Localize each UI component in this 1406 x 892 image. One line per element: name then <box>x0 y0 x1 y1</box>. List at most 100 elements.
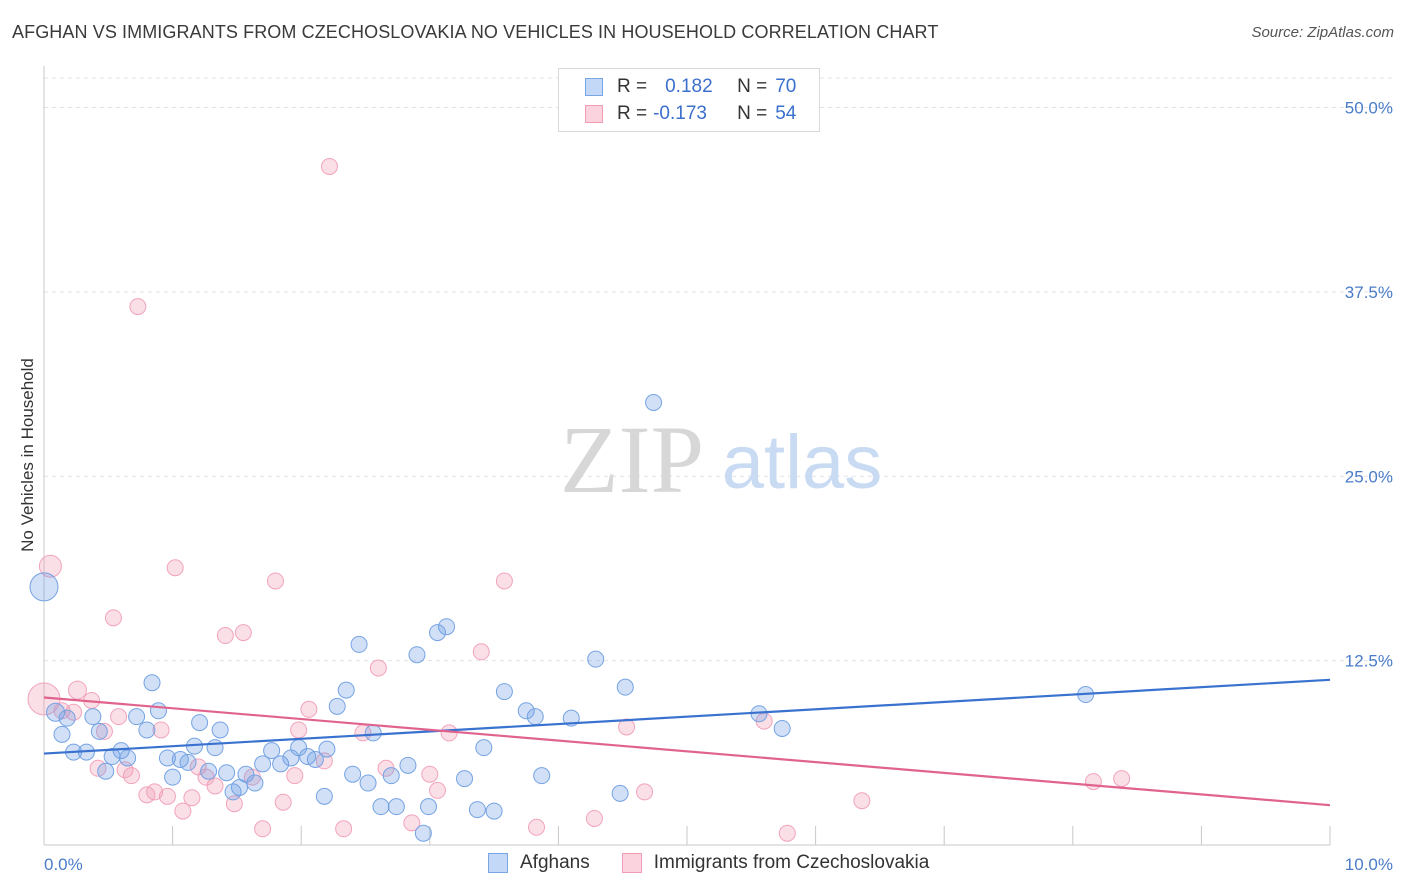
afghan-point <box>218 764 236 782</box>
legend-row-czech: R = -0.173 N = 54 <box>585 102 796 126</box>
czech-point <box>183 789 201 807</box>
czech-point <box>158 787 176 805</box>
afghan-point <box>645 394 663 411</box>
afghan-point <box>337 681 355 699</box>
czech-point <box>636 783 654 801</box>
czech-point <box>1084 773 1102 791</box>
afghan-point <box>456 770 474 788</box>
czech-point <box>300 700 318 718</box>
afghan-point <box>315 787 333 805</box>
chart-title: AFGHAN VS IMMIGRANTS FROM CZECHOSLOVAKIA… <box>12 22 939 42</box>
czech-point <box>266 572 284 590</box>
czech-point <box>234 624 252 642</box>
series-legend: Afghans Immigrants from Czechoslovakia <box>488 852 961 874</box>
afghan-point <box>164 768 182 786</box>
r-label: R = <box>617 76 648 97</box>
r-value: 0.182 <box>665 76 713 97</box>
czech-point <box>174 802 192 820</box>
afghan-point <box>382 767 400 785</box>
czech-point <box>146 783 164 801</box>
czech-point <box>95 722 113 740</box>
czech-point <box>778 824 796 842</box>
czech-point <box>369 659 387 677</box>
trend-lines <box>43 678 1331 807</box>
afghan-point <box>46 702 66 722</box>
czech-point <box>166 559 184 577</box>
afghan-point <box>328 697 346 715</box>
afghan-point <box>211 721 229 739</box>
legend-row-afghans: R = 0.182 N = 70 <box>585 75 796 99</box>
czech-point <box>472 643 490 661</box>
watermark: ZIP atlas <box>560 406 882 513</box>
afghan-point <box>350 635 368 653</box>
afghan-point <box>420 798 438 816</box>
afghan-point <box>246 774 264 792</box>
afghan-point <box>344 765 362 783</box>
afghan-point <box>138 721 156 739</box>
afghan-point <box>143 674 161 692</box>
afghans-trend-line <box>43 678 1331 755</box>
czech-point <box>152 721 170 739</box>
afghan-point <box>29 572 59 602</box>
afghan-point <box>408 646 426 664</box>
afghan-point <box>526 708 544 726</box>
afghan-point <box>429 624 447 642</box>
czech-point <box>585 809 603 827</box>
czech-point <box>206 777 224 795</box>
afghan-point <box>468 801 486 819</box>
afghan-point <box>414 824 432 842</box>
x-tick-label: 10.0% <box>1345 855 1393 874</box>
watermark-zip: ZIP <box>560 406 704 513</box>
czech-point <box>853 792 871 810</box>
afghan-point <box>359 774 377 792</box>
afghans-swatch <box>488 853 508 873</box>
afghan-point <box>200 762 218 780</box>
afghan-point <box>263 742 281 760</box>
czech-point <box>335 820 353 838</box>
czech-swatch <box>621 853 642 873</box>
czech-point <box>429 781 447 799</box>
czech-swatch <box>585 105 603 123</box>
afghan-point <box>191 714 209 732</box>
afghan-point <box>158 749 176 767</box>
y-tick-label: 50.0% <box>1345 99 1393 118</box>
czech-point <box>254 820 272 838</box>
afghan-point <box>438 618 456 636</box>
czech-point <box>122 767 140 785</box>
czech-point <box>38 554 62 578</box>
legend-label-czech: Immigrants from Czechoslovakia <box>653 852 930 873</box>
czech-point <box>65 703 83 721</box>
afghan-point <box>611 784 629 802</box>
czech-trend-line <box>43 696 1331 807</box>
czech-point <box>528 818 546 836</box>
afghan-point <box>495 683 513 701</box>
afghan-point <box>773 719 791 737</box>
n-value: 70 <box>775 76 797 97</box>
afghan-point <box>318 740 336 758</box>
afghan-point <box>272 755 290 773</box>
czech-point <box>274 793 292 811</box>
afghan-point <box>372 798 390 816</box>
afghan-point <box>587 650 605 668</box>
czech-point <box>286 767 304 785</box>
afghan-point <box>119 749 137 767</box>
legend-item-afghans: Afghans <box>488 852 590 874</box>
grid-lines <box>44 77 1392 662</box>
afghan-point <box>475 739 493 757</box>
legend-item-czech: Immigrants from Czechoslovakia <box>621 852 930 874</box>
source-label: Source: ZipAtlas.com <box>1251 24 1394 41</box>
series-czech-points <box>27 158 1131 842</box>
y-tick-label: 25.0% <box>1345 467 1393 486</box>
afghan-point <box>53 725 71 743</box>
legend-label-afghans: Afghans <box>520 852 590 873</box>
czech-point <box>110 708 128 726</box>
czech-point <box>129 298 147 316</box>
r-value: -0.173 <box>653 103 707 124</box>
afghan-point <box>90 722 108 740</box>
czech-point <box>320 158 338 175</box>
czech-point <box>495 572 513 590</box>
afghan-point <box>485 802 503 820</box>
x-tick-label: 0.0% <box>44 855 83 874</box>
czech-point <box>67 680 87 700</box>
